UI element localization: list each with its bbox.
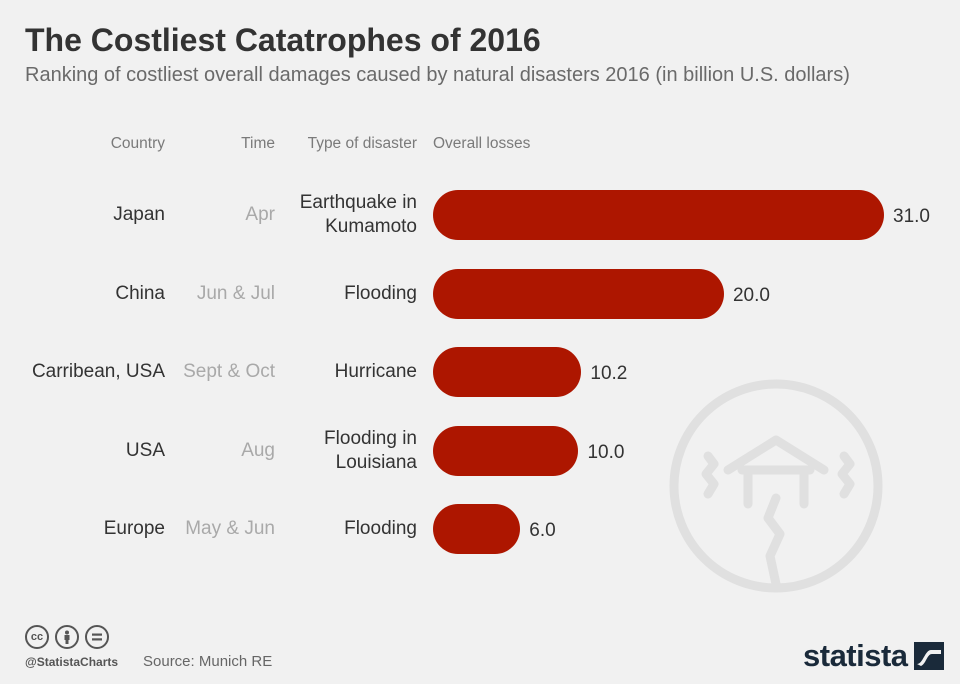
header-type: Type of disaster	[307, 135, 417, 152]
header-time: Time	[241, 135, 275, 152]
value-label: 31.0	[893, 206, 930, 227]
chart-title: The Costliest Catatrophes of 2016	[25, 22, 541, 58]
time-label: Jun & Jul	[196, 282, 275, 304]
country-label: Europe	[103, 518, 165, 539]
disaster-type-label: Hurricane	[334, 361, 417, 382]
time-label: Apr	[245, 204, 275, 225]
value-label: 6.0	[529, 520, 556, 541]
earthquake-house-icon	[669, 379, 883, 593]
country-label: China	[115, 282, 165, 304]
bar	[433, 268, 724, 319]
chart-subtitle: Ranking of costliest overall damages cau…	[25, 64, 850, 86]
nd-icon	[85, 625, 109, 649]
time-label: Aug	[241, 439, 275, 461]
disaster-type-label: Flooding	[344, 282, 417, 304]
time-label: May & Jun	[185, 518, 275, 539]
value-label: 10.0	[587, 441, 625, 463]
footer-handle: @StatistaCharts	[25, 655, 119, 669]
bar	[433, 347, 582, 397]
country-label: USA	[125, 439, 165, 461]
statista-logo: statista	[803, 638, 944, 674]
footer-source: Source: Munich RE	[143, 653, 273, 670]
disaster-type-label: Earthquake in Kumamoto	[299, 192, 417, 237]
country-label: Japan	[113, 204, 165, 225]
country-label: Carribean, USA	[31, 361, 165, 382]
disaster-type-label: Flooding	[344, 518, 417, 539]
header-country: Country	[110, 135, 165, 152]
header-losses: Overall losses	[433, 135, 531, 152]
value-label: 10.2	[590, 363, 628, 384]
disaster-type-label: Flooding in Louisiana	[324, 427, 417, 473]
bar	[433, 425, 579, 476]
bar	[433, 504, 521, 554]
value-label: 20.0	[732, 284, 770, 306]
logo-text: statista	[803, 638, 908, 673]
by-icon	[55, 625, 79, 649]
cc-icon: cc	[25, 625, 49, 649]
bar	[433, 190, 884, 240]
statista-logo-icon	[913, 642, 944, 670]
license-icons: cc	[25, 625, 109, 649]
time-label: Sept & Oct	[183, 361, 275, 382]
